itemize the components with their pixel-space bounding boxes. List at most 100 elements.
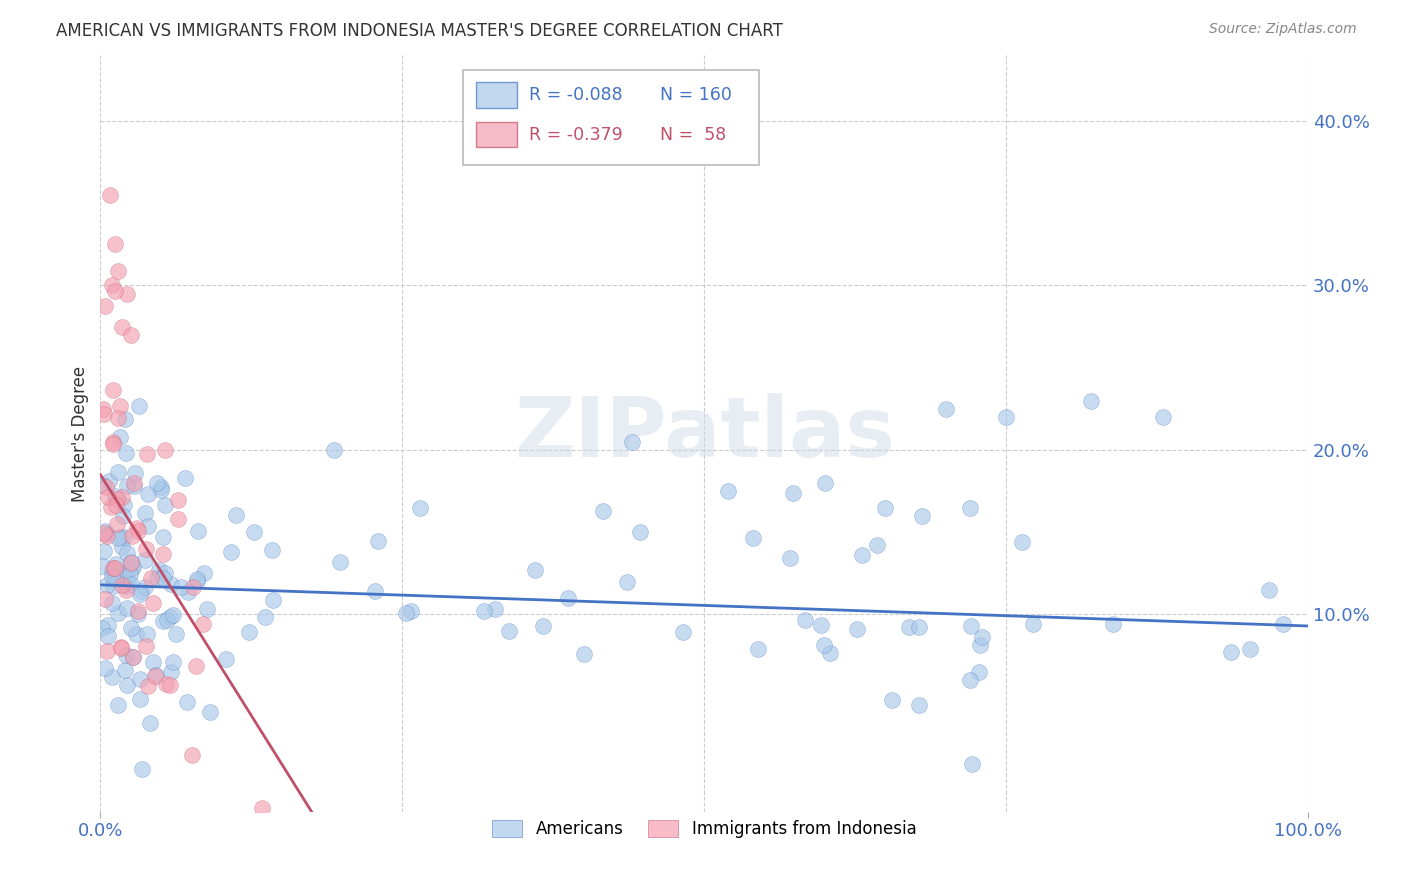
- Point: [176, 696, 198, 710]
- Point: [149, 483, 172, 497]
- Point: [115, 600, 138, 615]
- Point: [101, 436, 124, 450]
- Point: [136, 679, 159, 693]
- Point: [120, 566, 142, 581]
- Point: [101, 670, 124, 684]
- Point: [128, 587, 150, 601]
- Point: [174, 471, 197, 485]
- Point: [94, 591, 117, 606]
- Point: [90, 622, 112, 636]
- Point: [1080, 393, 1102, 408]
- Point: [124, 478, 146, 492]
- Point: [851, 549, 873, 563]
- Point: [1011, 534, 1033, 549]
- Point: [484, 601, 506, 615]
- FancyBboxPatch shape: [477, 121, 517, 147]
- Point: [115, 286, 138, 301]
- Point: [96, 527, 118, 541]
- Point: [101, 565, 124, 579]
- Point: [409, 501, 432, 516]
- Point: [127, 524, 149, 538]
- Point: [107, 263, 129, 277]
- Point: [97, 629, 120, 643]
- Point: [120, 556, 142, 570]
- Point: [103, 562, 125, 576]
- Point: [139, 715, 162, 730]
- Point: [114, 565, 136, 579]
- Point: [97, 474, 120, 488]
- Text: Source: ZipAtlas.com: Source: ZipAtlas.com: [1209, 22, 1357, 37]
- Point: [93, 401, 115, 416]
- Text: ZIPatlas: ZIPatlas: [513, 393, 894, 474]
- Point: [122, 560, 145, 574]
- Point: [124, 466, 146, 480]
- Point: [160, 665, 183, 679]
- Point: [180, 748, 202, 763]
- Point: [814, 475, 837, 490]
- Point: [121, 529, 143, 543]
- Point: [145, 571, 167, 585]
- Point: [124, 627, 146, 641]
- Point: [907, 620, 929, 634]
- Point: [135, 447, 157, 461]
- Point: [122, 650, 145, 665]
- Point: [104, 284, 127, 298]
- Point: [143, 669, 166, 683]
- Point: [960, 756, 983, 771]
- Point: [105, 517, 128, 532]
- Point: [112, 531, 135, 545]
- Point: [96, 578, 118, 592]
- Point: [117, 574, 139, 589]
- Point: [110, 430, 132, 444]
- Point: [191, 616, 214, 631]
- Point: [141, 570, 163, 584]
- Point: [104, 560, 127, 574]
- Point: [186, 572, 208, 586]
- Point: [93, 407, 115, 421]
- Point: [399, 605, 422, 619]
- Point: [136, 518, 159, 533]
- Point: [108, 530, 131, 544]
- Point: [97, 490, 120, 504]
- Point: [120, 327, 142, 342]
- Point: [103, 560, 125, 574]
- Text: R = -0.088: R = -0.088: [529, 87, 623, 104]
- Point: [112, 498, 135, 512]
- Point: [148, 564, 170, 578]
- Point: [866, 538, 889, 552]
- Point: [129, 583, 152, 598]
- Point: [112, 508, 135, 523]
- Point: [127, 604, 149, 618]
- Point: [167, 492, 190, 507]
- Point: [813, 638, 835, 652]
- Point: [159, 678, 181, 692]
- Point: [110, 640, 132, 654]
- Point: [152, 547, 174, 561]
- Point: [364, 583, 387, 598]
- Point: [131, 762, 153, 776]
- Point: [262, 543, 284, 558]
- Point: [875, 500, 897, 515]
- Point: [94, 661, 117, 675]
- Point: [110, 577, 132, 591]
- Point: [935, 401, 957, 416]
- Point: [845, 623, 868, 637]
- Point: [628, 525, 651, 540]
- Point: [93, 526, 115, 541]
- Point: [779, 550, 801, 565]
- Point: [152, 530, 174, 544]
- Point: [153, 566, 176, 581]
- FancyBboxPatch shape: [477, 82, 517, 108]
- Point: [472, 604, 495, 618]
- Y-axis label: Master's Degree: Master's Degree: [72, 366, 89, 501]
- Point: [155, 677, 177, 691]
- Point: [117, 678, 139, 692]
- Point: [155, 498, 177, 512]
- Point: [127, 607, 149, 622]
- Point: [120, 555, 142, 569]
- Point: [155, 443, 177, 458]
- Point: [121, 561, 143, 575]
- Point: [150, 480, 173, 494]
- Point: [111, 319, 134, 334]
- Point: [882, 693, 904, 707]
